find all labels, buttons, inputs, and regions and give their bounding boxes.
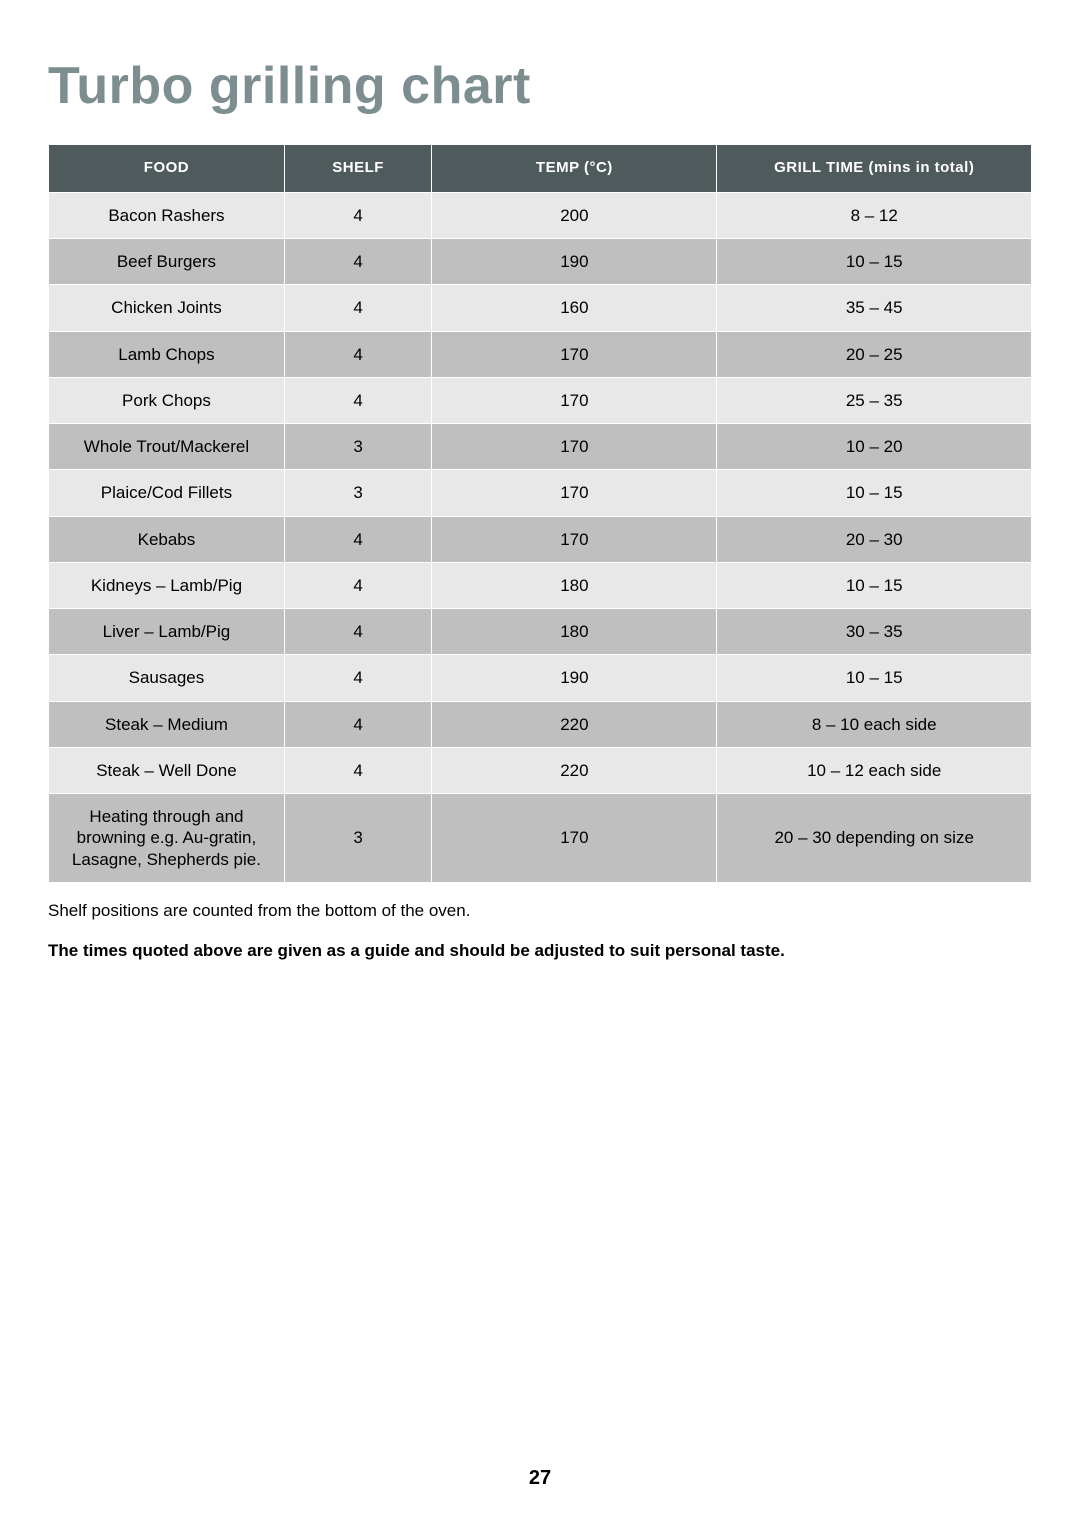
table-cell: 4	[284, 747, 431, 793]
footnote-shelf: Shelf positions are counted from the bot…	[48, 901, 1032, 921]
table-cell: 10 – 15	[717, 470, 1032, 516]
table-cell: 8 – 10 each side	[717, 701, 1032, 747]
table-body: Bacon Rashers42008 – 12Beef Burgers41901…	[49, 192, 1032, 882]
table-cell: Beef Burgers	[49, 239, 285, 285]
table-cell: Plaice/Cod Fillets	[49, 470, 285, 516]
table-cell: 4	[284, 239, 431, 285]
table-cell: 4	[284, 192, 431, 238]
table-cell: Pork Chops	[49, 377, 285, 423]
table-cell: 3	[284, 424, 431, 470]
table-row: Bacon Rashers42008 – 12	[49, 192, 1032, 238]
table-row: Liver – Lamb/Pig418030 – 35	[49, 609, 1032, 655]
table-cell: 180	[432, 562, 717, 608]
table-row: Whole Trout/Mackerel317010 – 20	[49, 424, 1032, 470]
table-row: Chicken Joints416035 – 45	[49, 285, 1032, 331]
table-cell: 4	[284, 377, 431, 423]
col-header-time: GRILL TIME (mins in total)	[717, 145, 1032, 193]
table-cell: 10 – 15	[717, 239, 1032, 285]
table-row: Heating through and browning e.g. Au-gra…	[49, 794, 1032, 883]
table-cell: 25 – 35	[717, 377, 1032, 423]
table-row: Sausages419010 – 15	[49, 655, 1032, 701]
table-cell: 30 – 35	[717, 609, 1032, 655]
table-cell: 4	[284, 655, 431, 701]
table-row: Kidneys – Lamb/Pig418010 – 15	[49, 562, 1032, 608]
table-cell: 170	[432, 794, 717, 883]
table-cell: 4	[284, 701, 431, 747]
table-cell: 170	[432, 331, 717, 377]
table-cell: 170	[432, 424, 717, 470]
table-cell: Sausages	[49, 655, 285, 701]
table-row: Beef Burgers419010 – 15	[49, 239, 1032, 285]
table-cell: 4	[284, 609, 431, 655]
table-cell: 190	[432, 655, 717, 701]
table-cell: 4	[284, 331, 431, 377]
table-row: Lamb Chops417020 – 25	[49, 331, 1032, 377]
table-cell: 170	[432, 516, 717, 562]
footnote-guide: The times quoted above are given as a gu…	[48, 941, 1032, 961]
table-cell: Lamb Chops	[49, 331, 285, 377]
table-cell: 180	[432, 609, 717, 655]
table-cell: 8 – 12	[717, 192, 1032, 238]
table-cell: Steak – Well Done	[49, 747, 285, 793]
table-cell: 20 – 30	[717, 516, 1032, 562]
table-cell: 10 – 15	[717, 562, 1032, 608]
page-title: Turbo grilling chart	[48, 56, 1032, 116]
table-row: Steak – Well Done422010 – 12 each side	[49, 747, 1032, 793]
table-row: Kebabs417020 – 30	[49, 516, 1032, 562]
table-header-row: FOOD SHELF TEMP (°C) GRILL TIME (mins in…	[49, 145, 1032, 193]
table-cell: Chicken Joints	[49, 285, 285, 331]
table-cell: 20 – 30 depending on size	[717, 794, 1032, 883]
table-cell: 3	[284, 470, 431, 516]
grilling-table: FOOD SHELF TEMP (°C) GRILL TIME (mins in…	[48, 144, 1032, 883]
table-cell: Liver – Lamb/Pig	[49, 609, 285, 655]
page-number: 27	[0, 1467, 1080, 1490]
table-row: Pork Chops417025 – 35	[49, 377, 1032, 423]
table-cell: 4	[284, 516, 431, 562]
table-cell: Kidneys – Lamb/Pig	[49, 562, 285, 608]
table-cell: 4	[284, 562, 431, 608]
table-cell: Kebabs	[49, 516, 285, 562]
table-cell: 10 – 15	[717, 655, 1032, 701]
table-cell: 170	[432, 377, 717, 423]
table-cell: 10 – 12 each side	[717, 747, 1032, 793]
table-cell: Heating through and browning e.g. Au-gra…	[49, 794, 285, 883]
table-cell: 220	[432, 747, 717, 793]
table-cell: Steak – Medium	[49, 701, 285, 747]
table-cell: 3	[284, 794, 431, 883]
table-cell: 200	[432, 192, 717, 238]
table-row: Steak – Medium42208 – 10 each side	[49, 701, 1032, 747]
table-row: Plaice/Cod Fillets317010 – 15	[49, 470, 1032, 516]
col-header-shelf: SHELF	[284, 145, 431, 193]
table-cell: 220	[432, 701, 717, 747]
col-header-temp: TEMP (°C)	[432, 145, 717, 193]
table-cell: 160	[432, 285, 717, 331]
table-cell: 4	[284, 285, 431, 331]
table-cell: 170	[432, 470, 717, 516]
table-cell: 20 – 25	[717, 331, 1032, 377]
table-cell: 10 – 20	[717, 424, 1032, 470]
table-cell: 190	[432, 239, 717, 285]
table-cell: Whole Trout/Mackerel	[49, 424, 285, 470]
col-header-food: FOOD	[49, 145, 285, 193]
table-cell: 35 – 45	[717, 285, 1032, 331]
table-cell: Bacon Rashers	[49, 192, 285, 238]
